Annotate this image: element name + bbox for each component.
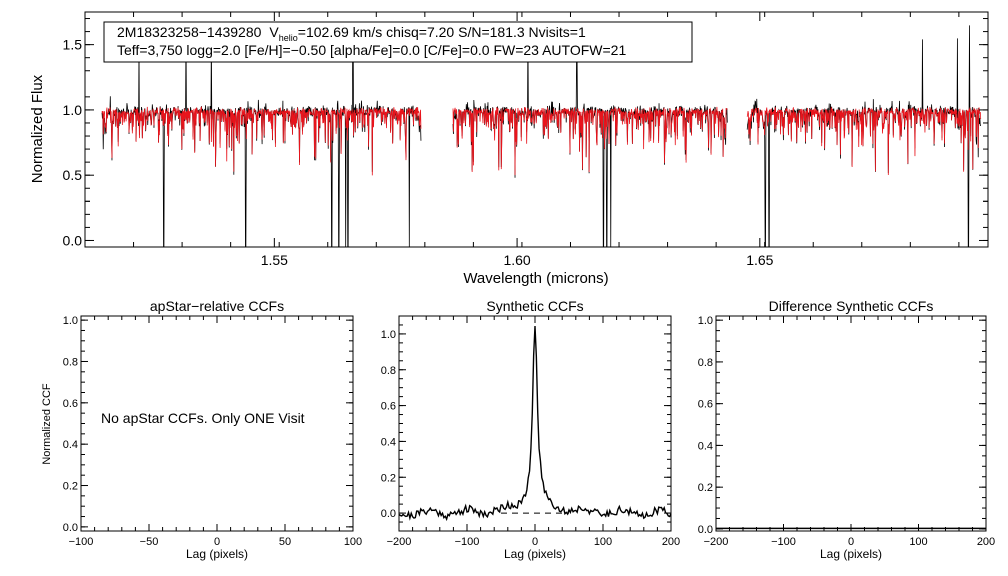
difference-plot-frame (715, 315, 987, 532)
apstar-x-label: Lag (pixels) (186, 547, 248, 561)
y-tick-label: 0.4 (698, 440, 713, 452)
x-tick-label: 1.60 (503, 252, 530, 268)
x-tick-label: 100 (344, 536, 362, 548)
synthetic-traces (398, 325, 672, 522)
y-tick-label: 1.5 (63, 37, 83, 53)
x-tick-label: 1.65 (746, 252, 773, 268)
y-tick-label: 0.0 (63, 522, 78, 534)
x-tick-label: −100 (771, 536, 796, 548)
y-tick-label: 0.0 (698, 524, 713, 536)
synthetic-ticks: −200 −100 0 100 200 0.0 0.2 0.4 0.6 0.8 1.0 (381, 315, 680, 548)
spectrum-traces (101, 25, 982, 248)
x-tick-label: 100 (594, 536, 612, 548)
model-spectrum-line (452, 106, 728, 176)
y-tick-label: 0.8 (63, 356, 78, 368)
x-tick-label: 0 (532, 536, 538, 548)
y-tick-label: 0.2 (698, 482, 713, 494)
apstar-y-label: Normalized CCF (41, 383, 53, 465)
difference-ccf-title: Difference Synthetic CCFs (769, 298, 934, 314)
spectrum-plot-frame (84, 11, 989, 248)
x-tick-label: −100 (69, 536, 94, 548)
apstar-ccf-title: apStar−relative CCFs (150, 298, 284, 314)
x-tick-label: −100 (455, 536, 480, 548)
spectrum-ticks: 1.55 1.60 1.65 0.0 0.5 1.0 1.5 (63, 12, 988, 268)
spectrum-x-label: Wavelength (microns) (463, 270, 608, 287)
y-tick-label: 0.8 (381, 365, 396, 377)
x-tick-label: 0 (848, 536, 854, 548)
difference-x-label: Lag (pixels) (820, 547, 882, 561)
y-tick-label: 0.4 (381, 436, 396, 448)
apstar-ticks: −100 −50 0 50 100 0.0 0.2 0.4 0.6 0.8 1.0 (63, 315, 362, 548)
spectrum-info-box: 2M18323258−1439280 Vhelio=102.69 km/s chi… (103, 21, 693, 63)
info-star-id: 2M18323258−1439280 (117, 24, 262, 40)
info-vhelio-label: V (269, 24, 279, 40)
info-vhelio-value: =102.69 km/s chisq=7.20 S/N=181.3 Nvisit… (298, 24, 586, 40)
info-box-frame (103, 21, 693, 63)
x-tick-label: 100 (909, 536, 927, 548)
info-line-2: Teff=3,750 logg=2.0 [Fe/H]=−0.50 [alpha/… (117, 42, 626, 58)
x-tick-label: 0 (214, 536, 220, 548)
y-tick-label: 0.0 (63, 232, 83, 248)
info-vhelio-sub: helio (279, 33, 298, 43)
y-tick-label: 1.0 (63, 315, 78, 327)
y-tick-label: 0.8 (698, 357, 713, 369)
spectrum-panel: 1.55 1.60 1.65 0.0 0.5 1.0 1.5 2M18323258−1439… (29, 11, 989, 287)
difference-ticks: −200 −100 0 100 200 0.0 0.2 0.4 0.6 0.8 1.0 (698, 315, 995, 548)
x-tick-label: 1.55 (261, 252, 288, 268)
x-tick-label: 200 (662, 536, 680, 548)
synthetic-ccf-title: Synthetic CCFs (486, 298, 583, 314)
y-tick-label: 0.2 (381, 472, 396, 484)
model-spectrum-line (746, 106, 982, 175)
observed-spectrum-line (746, 25, 982, 248)
model-spectrum-line (101, 106, 422, 176)
synthetic-x-label: Lag (pixels) (504, 547, 566, 561)
apstar-ccf-message: No apStar CCFs. Only ONE Visit (101, 410, 305, 426)
y-tick-label: 1.0 (63, 102, 83, 118)
apstar-ccf-panel: apStar−relative CCFs −100 −50 0 50 100 0.0 0.2… (41, 298, 362, 561)
y-tick-label: 0.6 (698, 399, 713, 411)
difference-ccf-panel: Difference Synthetic CCFs −200 −100 0 100 20… (698, 298, 995, 561)
y-tick-label: 0.2 (63, 481, 78, 493)
x-tick-label: 200 (977, 536, 995, 548)
x-tick-label: −200 (387, 536, 412, 548)
synthetic-plot-frame (398, 315, 672, 532)
x-tick-label: −200 (704, 536, 729, 548)
x-tick-label: −50 (140, 536, 159, 548)
x-tick-label: 50 (279, 536, 291, 548)
info-line-1: 2M18323258−1439280 Vhelio=102.69 km/s chi… (117, 24, 586, 43)
y-tick-label: 1.0 (381, 329, 396, 341)
y-tick-label: 0.5 (63, 167, 83, 183)
synthetic-ccf-line (398, 325, 672, 522)
y-tick-label: 0.6 (63, 398, 78, 410)
spectrum-y-label: Normalized Flux (29, 74, 46, 183)
synthetic-ccf-panel: Synthetic CCFs −200 −100 0 100 200 0.0 0.2 0.4 0… (381, 298, 680, 561)
y-tick-label: 0.4 (63, 439, 78, 451)
y-tick-label: 0.6 (381, 401, 396, 413)
y-tick-label: 0.0 (381, 508, 396, 520)
y-tick-label: 1.0 (698, 315, 713, 327)
